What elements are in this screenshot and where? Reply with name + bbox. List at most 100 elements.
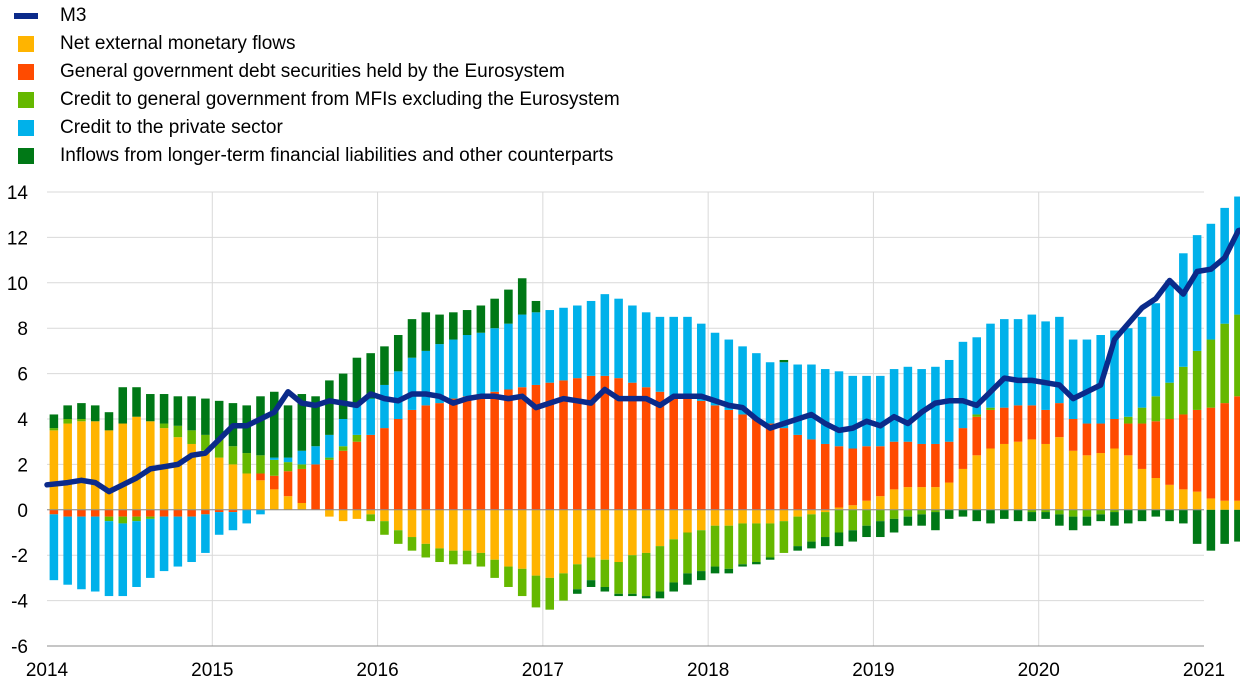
bar-segment-s4-m29 [449, 312, 458, 340]
bar-segment-s3-m81 [1165, 280, 1174, 383]
bar-segment-s1-m84 [1206, 407, 1216, 499]
bar-segment-s3-m66 [958, 341, 968, 429]
bar-segment-s2-m55 [807, 514, 816, 542]
bar-segment-s1-m68 [986, 409, 995, 449]
bar-segment-s1-m5 [118, 509, 128, 517]
bar-segment-s4-m15 [256, 396, 265, 456]
bar-segment-s0-m21 [338, 509, 348, 522]
bar-segment-s3-m10 [187, 516, 196, 563]
legend-item-m3: M3 [14, 2, 620, 30]
bar-segment-s4-m63 [917, 514, 926, 526]
bar-segment-s2-m37 [559, 573, 568, 601]
bar-segment-s2-m29 [449, 550, 458, 565]
bar-segment-s1-m66 [958, 428, 968, 469]
bar-segment-s1-m41 [614, 378, 623, 510]
bar-segment-s2-m31 [476, 552, 486, 567]
bar-segment-s2-m64 [931, 509, 940, 513]
legend-item-gov-debt: General government debt securities held … [18, 58, 620, 86]
bar-segment-s2-m45 [669, 539, 678, 583]
y-tick-label: 6 [17, 365, 28, 386]
bar-segment-s0-m73 [1055, 437, 1064, 510]
bar-segment-s2-m40 [600, 559, 610, 587]
bar-segment-s2-m24 [380, 521, 389, 535]
bar-segment-s1-m13 [228, 509, 238, 513]
bar-segment-s0-m62 [903, 487, 913, 510]
bar-segment-s3-m54 [793, 364, 802, 435]
bar-segment-s0-m44 [655, 509, 665, 547]
bar-segment-s1-m38 [573, 378, 582, 510]
bar-segment-s0-m60 [876, 496, 885, 510]
bar-segment-s3-m39 [586, 300, 596, 376]
bar-segment-s0-m46 [683, 509, 692, 533]
bar-segment-s4-m68 [986, 509, 995, 524]
bar-segment-s3-m41 [614, 298, 623, 379]
bar-segment-s2-m4 [104, 516, 114, 522]
bar-segment-s4-m52 [765, 557, 775, 560]
bar-segment-s1-m47 [696, 400, 706, 510]
bar-segment-s1-m6 [132, 509, 141, 517]
bar-segment-s3-m83 [1192, 235, 1202, 351]
bar-segment-s1-m37 [559, 380, 568, 510]
bar-segment-s0-m83 [1192, 491, 1202, 510]
legend-label-m3: M3 [60, 5, 87, 26]
bar-segment-s2-m27 [421, 543, 431, 558]
bar-segment-s2-m13 [228, 446, 238, 465]
bar-segment-s0-m78 [1123, 455, 1133, 510]
bar-segment-s1-m71 [1027, 405, 1037, 440]
bar-segment-s4-m22 [352, 357, 362, 404]
y-tick-label: 14 [7, 183, 29, 204]
bar-segment-s0-m77 [1110, 448, 1119, 510]
bar-segment-s2-m81 [1165, 382, 1174, 419]
bar-segment-s4-m55 [807, 541, 816, 549]
bar-segment-s1-m3 [90, 509, 100, 517]
bar-segment-s0-m48 [710, 509, 720, 526]
bar-segment-s4-m47 [696, 571, 706, 581]
bar-segment-s0-m86 [1234, 500, 1240, 510]
bar-segment-s1-m11 [201, 509, 210, 515]
bar-segment-s3-m86 [1234, 196, 1240, 315]
bar-segment-s1-m81 [1165, 419, 1174, 485]
bar-segment-s1-m53 [779, 428, 789, 510]
bar-segment-s4-m19 [311, 396, 320, 447]
bar-segment-s1-m7 [146, 509, 155, 517]
bar-segment-s1-m34 [517, 387, 527, 510]
bar-segment-s1-m24 [380, 428, 389, 510]
bar-segment-s4-m48 [710, 566, 720, 574]
bar-segment-s4-m10 [187, 396, 196, 431]
bar-segment-s3-m15 [256, 509, 265, 515]
bar-segment-s1-m57 [834, 446, 844, 508]
bar-segment-s1-m46 [683, 398, 692, 510]
bar-segment-s4-m65 [944, 509, 954, 519]
bar-segment-s1-m30 [462, 396, 472, 510]
bar-segment-s2-m7 [146, 516, 155, 519]
bar-segment-s2-m21 [338, 446, 348, 451]
bar-segment-s1-m31 [476, 394, 486, 510]
bar-stacks [49, 196, 1240, 610]
bar-segment-s1-m80 [1151, 421, 1161, 479]
bar-segment-s1-m22 [352, 441, 362, 510]
bar-segment-s2-m74 [1068, 509, 1078, 517]
bar-segment-s1-m79 [1137, 423, 1147, 469]
bar-segment-s0-m70 [1013, 441, 1023, 510]
bar-segment-s2-m71 [1027, 509, 1037, 513]
bar-segment-s4-m23 [366, 353, 375, 399]
bar-segment-s1-m56 [820, 443, 830, 510]
bar-segment-s4-m33 [504, 289, 513, 324]
y-tick-label: 12 [7, 228, 28, 249]
bar-segment-s0-m69 [1000, 443, 1009, 510]
bar-segment-s2-m60 [876, 509, 885, 522]
bar-segment-s1-m60 [876, 446, 885, 497]
bar-segment-s4-m28 [435, 314, 444, 345]
legend-swatch-net-external [18, 36, 34, 52]
bar-segment-s4-m40 [600, 586, 610, 592]
bar-segment-s2-m62 [903, 509, 913, 517]
bar-segment-s0-m12 [214, 457, 224, 510]
legend-swatch-gov-debt [18, 64, 34, 80]
bar-segment-s0-m20 [325, 509, 334, 517]
bar-segment-s0-m72 [1041, 443, 1050, 510]
bar-segment-s0-m15 [256, 480, 265, 510]
bar-segment-s4-m66 [958, 509, 968, 517]
bar-segment-s2-m33 [504, 566, 513, 587]
bar-segment-s0-m4 [104, 430, 114, 510]
bar-segment-s0-m61 [889, 489, 899, 510]
